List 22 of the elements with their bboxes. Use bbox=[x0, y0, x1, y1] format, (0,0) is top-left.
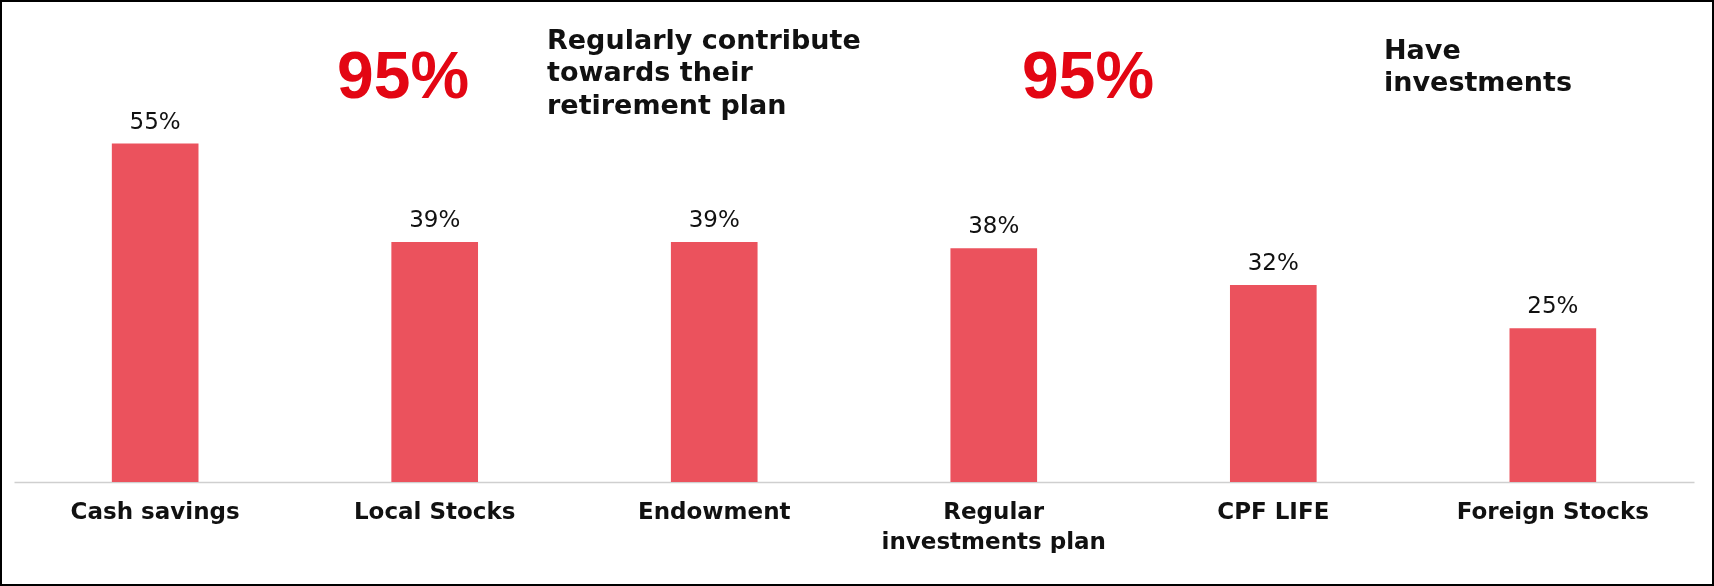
data-label: 39% bbox=[409, 206, 461, 233]
bar bbox=[391, 242, 479, 482]
x-tick-label: Foreign Stocks bbox=[1456, 497, 1649, 524]
text: 95% bbox=[337, 38, 470, 112]
bar bbox=[1509, 328, 1597, 482]
x-tick-label: Regular investments plan bbox=[881, 497, 1106, 554]
x-tick-label: Local Stocks bbox=[353, 497, 516, 524]
text: 95% bbox=[1022, 38, 1155, 112]
bar bbox=[670, 242, 758, 482]
data-label: 32% bbox=[1247, 249, 1299, 276]
data-label: 25% bbox=[1527, 292, 1579, 319]
x-tick-label: Endowment bbox=[637, 497, 791, 524]
text: Regularly contribute towards their retirement plan bbox=[547, 24, 862, 122]
x-tick-label: CPF LIFE bbox=[1217, 497, 1330, 524]
data-label: 55% bbox=[129, 107, 181, 134]
bar bbox=[1229, 285, 1317, 482]
x-tick-label: Cash savings bbox=[70, 497, 240, 524]
data-label: 39% bbox=[688, 206, 740, 233]
bar bbox=[111, 143, 199, 482]
bar bbox=[950, 248, 1038, 482]
text: Have investments bbox=[1384, 34, 1573, 99]
data-label: 38% bbox=[968, 212, 1020, 239]
